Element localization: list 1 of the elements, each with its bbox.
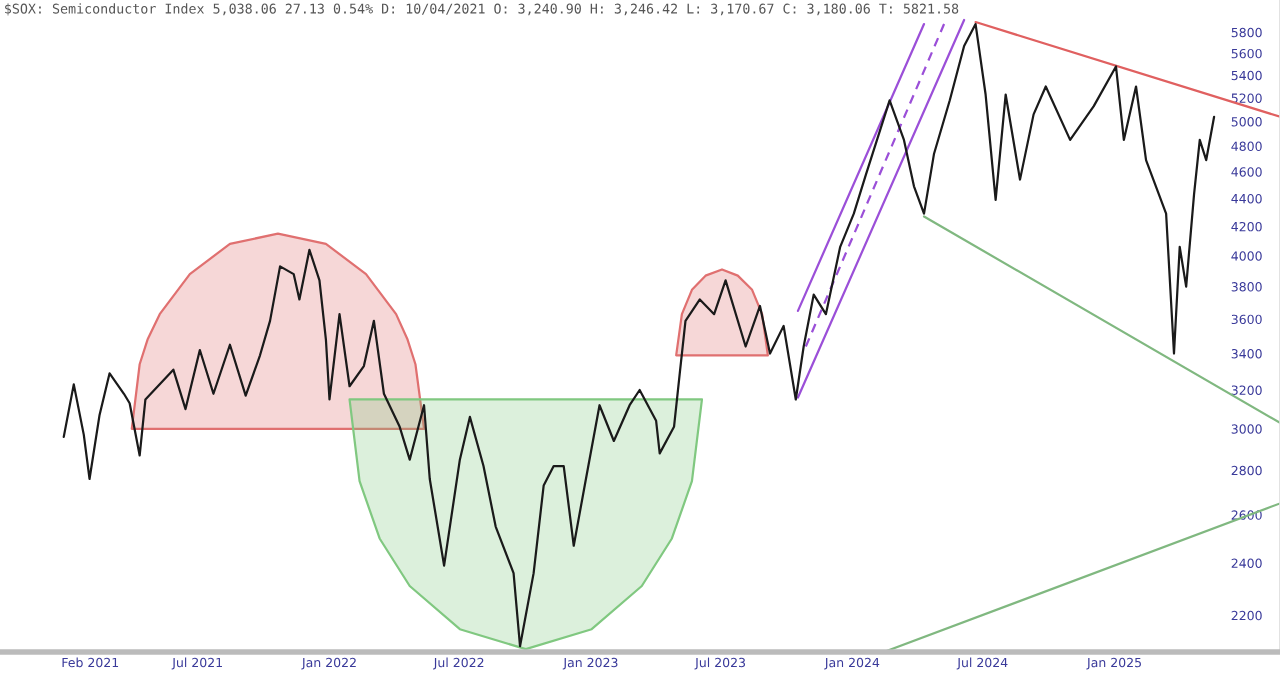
line-series [62,22,1216,648]
